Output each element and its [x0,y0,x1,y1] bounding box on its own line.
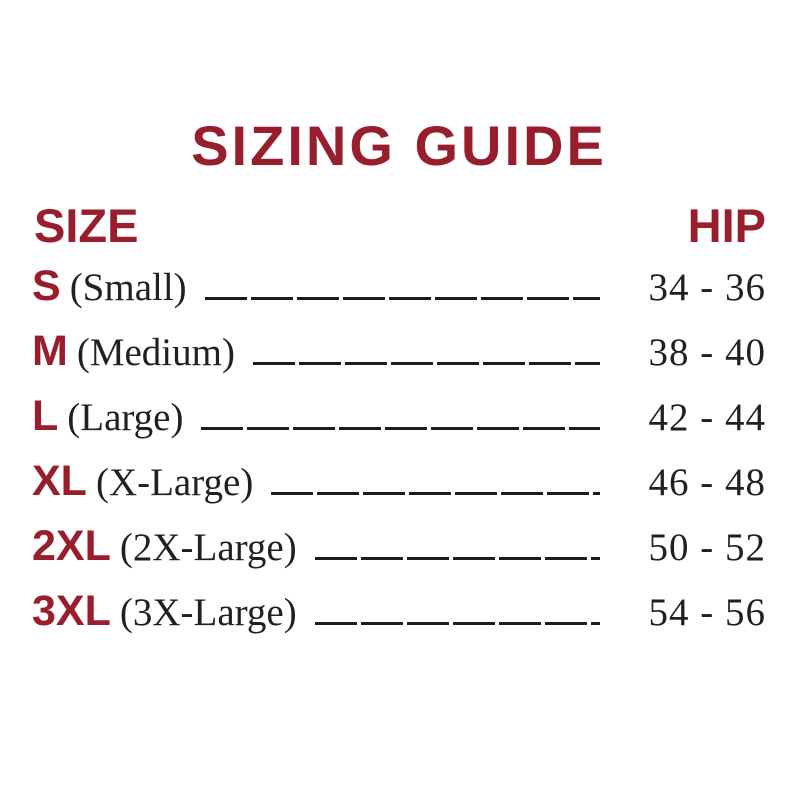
table-header-row: SIZE HIP [32,202,766,249]
table-row: 3XL (3X-Large) 54 - 56 [32,590,766,655]
hip-range: 34 - 36 [648,266,766,309]
fill-in-line [314,557,600,560]
hip-range: 42 - 44 [648,396,766,439]
size-description: (Medium) [76,331,235,374]
hip-range: 54 - 56 [648,591,766,634]
table-row: S (Small) 34 - 36 [32,265,766,330]
size-description: (Small) [69,266,187,309]
hip-column-header: HIP [687,199,766,252]
table-row: 2XL (2X-Large) 50 - 52 [32,525,766,590]
size-code: S [32,262,61,310]
size-code: M [32,327,68,375]
table-row: M (Medium) 38 - 40 [32,330,766,395]
fill-in-line [201,427,600,430]
hip-range: 38 - 40 [648,331,766,374]
size-description: (2X-Large) [119,526,297,569]
size-description: (X-Large) [95,461,254,504]
size-column-header: SIZE [34,199,139,252]
fill-in-line [204,297,600,300]
hip-range: 46 - 48 [648,461,766,504]
page-title: SIZING GUIDE [191,114,607,177]
hip-range: 50 - 52 [648,526,766,569]
fill-in-line [252,362,600,365]
size-code: 3XL [32,587,111,635]
fill-in-line [314,622,600,625]
size-code: XL [32,457,87,505]
size-description: (Large) [67,396,184,439]
size-description: (3X-Large) [119,591,297,634]
fill-in-line [271,492,600,495]
table-row: XL (X-Large) 46 - 48 [32,460,766,525]
table-row: L (Large) 42 - 44 [32,395,766,460]
size-code: 2XL [32,522,111,570]
size-code: L [32,392,59,440]
